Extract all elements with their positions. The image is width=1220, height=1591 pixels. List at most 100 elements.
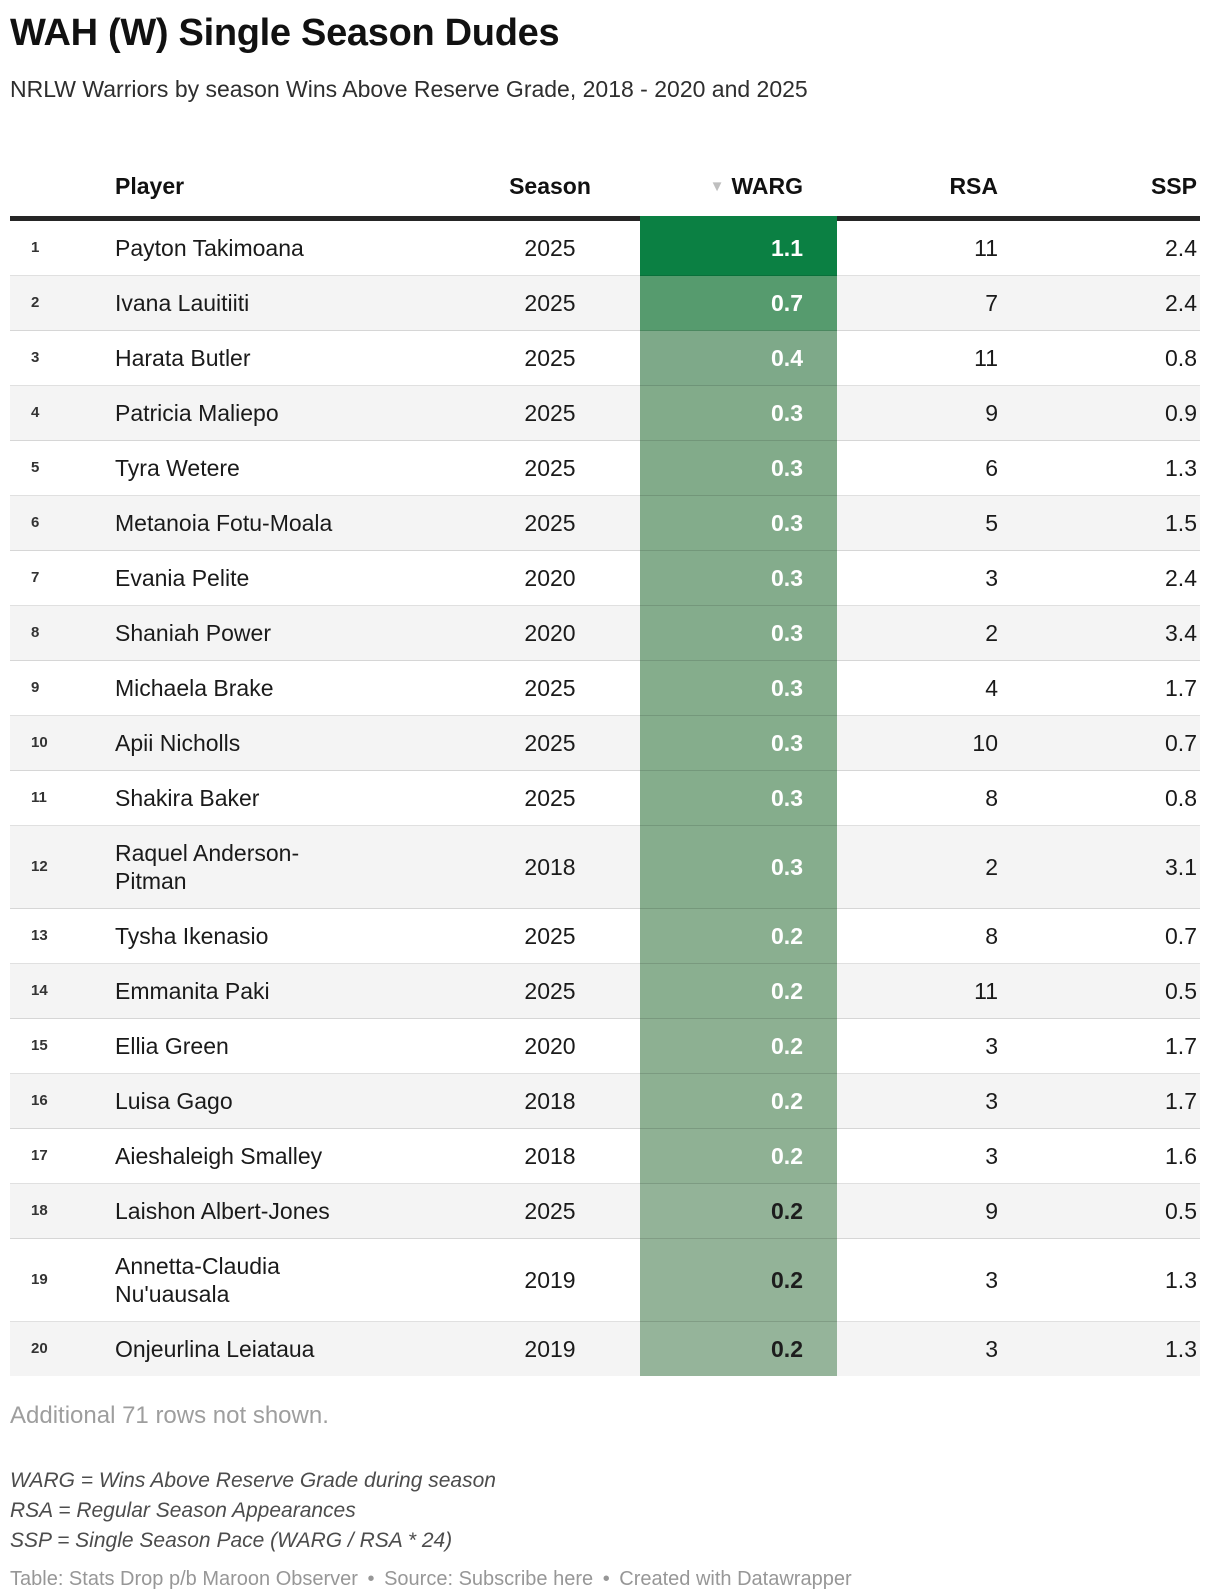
player-name: Shakira Baker [115,785,260,812]
player-cell: Emmanita Paki [115,963,460,1019]
warg-heatmap-cell: 0.2 [640,963,837,1019]
rsa-cell: 11 [837,963,1003,1019]
ssp-cell: 1.7 [1003,1018,1200,1074]
season-stats-table: Player Season ▼ WARG RSA SSP 1 Payton Tak… [10,131,1200,1377]
player-cell: Patricia Maliepo [115,385,460,441]
rsa-cell: 3 [837,1238,1003,1322]
warg-heatmap-cell: 1.1 [640,218,837,276]
player-name: Evania Pelite [115,565,250,592]
rank-cell: 17 [10,1128,115,1184]
season-cell: 2018 [460,825,640,909]
player-cell: Aieshaleigh Smalley [115,1128,460,1184]
rank-cell: 11 [10,770,115,826]
player-name: Tyra Wetere [115,455,240,482]
table-row: 9 Michaela Brake 2025 0.3 4 1.7 [10,660,1200,716]
rank-cell: 4 [10,385,115,441]
warg-heatmap-cell: 0.2 [640,1073,837,1129]
player-name: Emmanita Paki [115,978,270,1005]
rank-cell: 2 [10,275,115,331]
column-header-player[interactable]: Player [115,131,460,222]
table-row: 16 Luisa Gago 2018 0.2 3 1.7 [10,1073,1200,1129]
table-row: 17 Aieshaleigh Smalley 2018 0.2 3 1.6 [10,1128,1200,1184]
ssp-cell: 0.7 [1003,715,1200,771]
rsa-cell: 11 [974,235,998,262]
column-header-ssp[interactable]: SSP [1003,131,1200,222]
player-name: Payton Takimoana [115,235,304,262]
rank-cell: 10 [10,715,115,771]
separator-dot: • [367,1568,375,1591]
season-cell: 2025 [460,385,640,441]
warg-heatmap-cell: 0.2 [640,908,837,964]
rsa-cell: 2 [837,605,1003,661]
player-name: Laishon Albert-Jones [115,1198,330,1225]
player-cell: Shaniah Power [115,605,460,661]
ssp-cell: 1.3 [1003,1238,1200,1322]
rsa-cell: 8 [837,770,1003,826]
player-name: Tysha Ikenasio [115,923,269,950]
warg-heatmap-cell: 0.3 [640,440,837,496]
rank-cell: 6 [10,495,115,551]
season-cell: 2025 [460,715,640,771]
table-row: 11 Shakira Baker 2025 0.3 8 0.8 [10,770,1200,826]
datawrapper-credit-link[interactable]: Created with Datawrapper [619,1568,852,1591]
season-cell: 2025 [460,908,640,964]
player-name: Shaniah Power [115,620,271,647]
season-cell: 2025 [460,440,640,496]
rsa-cell: 5 [837,495,1003,551]
player-cell: Ellia Green [115,1018,460,1074]
warg-heatmap-cell: 0.2 [640,1183,837,1239]
season-cell: 2025 [524,235,576,262]
rsa-cell: 2 [837,825,1003,909]
ssp-cell: 0.8 [1003,770,1200,826]
rsa-cell: 10 [837,715,1003,771]
header-row: Player Season ▼ WARG RSA SSP [10,131,1200,222]
ssp-cell: 2.4 [1003,550,1200,606]
season-cell: 2019 [460,1238,640,1322]
ssp-cell: 0.5 [1003,1183,1200,1239]
rank-cell: 12 [10,825,115,909]
footnote-warg: WARG = Wins Above Reserve Grade during s… [10,1469,496,1493]
table-row: 13 Tysha Ikenasio 2025 0.2 8 0.7 [10,908,1200,964]
warg-heatmap-cell: 0.3 [640,550,837,606]
player-name: Ivana Lauitiiti [115,290,250,317]
warg-heatmap-cell: 0.2 [640,1321,837,1377]
rank-cell: 5 [10,440,115,496]
column-header-rsa[interactable]: RSA [837,131,1003,222]
warg-heatmap-cell: 0.2 [640,1018,837,1074]
rsa-cell: 3 [837,1018,1003,1074]
ssp-cell: 0.8 [1003,330,1200,386]
additional-rows-note: Additional 71 rows not shown. [10,1402,329,1430]
rank-cell: 14 [10,963,115,1019]
rank-cell: 9 [10,660,115,716]
rsa-cell: 11 [837,330,1003,386]
season-cell: 2025 [460,495,640,551]
season-cell: 2025 [460,660,640,716]
ssp-cell: 2.4 [1165,235,1197,262]
table-row: 10 Apii Nicholls 2025 0.3 10 0.7 [10,715,1200,771]
ssp-cell: 1.7 [1003,1073,1200,1129]
season-cell: 2018 [460,1073,640,1129]
season-cell: 2018 [460,1128,640,1184]
source-link[interactable]: Subscribe here [458,1568,594,1591]
column-header-season[interactable]: Season [460,131,640,222]
season-cell: 2025 [460,963,640,1019]
season-cell: 2020 [460,550,640,606]
ssp-cell: 1.3 [1003,1321,1200,1377]
ssp-cell: 0.9 [1003,385,1200,441]
table-row: 2 Ivana Lauitiiti 2025 0.7 7 2.4 [10,275,1200,331]
rsa-cell: 9 [837,1183,1003,1239]
ssp-cell: 0.5 [1003,963,1200,1019]
ssp-cell: 2.4 [1003,275,1200,331]
table-row: 6 Metanoia Fotu-Moala 2025 0.3 5 1.5 [10,495,1200,551]
table-row: 1 Payton Takimoana 2025 1.1 11 2.4 [10,218,1200,276]
player-name: Onjeurlina Leiataua [115,1336,315,1363]
column-header-warg[interactable]: ▼ WARG [640,131,837,222]
table-credit: Table: Stats Drop p/b Maroon Observer [10,1568,358,1591]
footnotes: WARG = Wins Above Reserve Grade during s… [10,1466,1210,1556]
attribution-line: Table: Stats Drop p/b Maroon Observer • … [10,1568,1210,1591]
player-name: Annetta-Claudia Nu'uausala [115,1253,280,1308]
warg-heatmap-cell: 0.3 [640,825,837,909]
player-cell: Laishon Albert-Jones [115,1183,460,1239]
player-cell: Apii Nicholls [115,715,460,771]
ssp-cell: 3.4 [1003,605,1200,661]
